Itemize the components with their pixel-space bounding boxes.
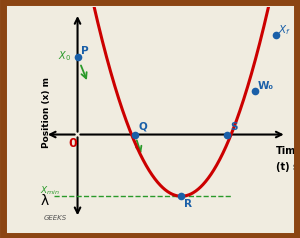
Text: R: R xyxy=(184,199,192,209)
Text: Position (x) m: Position (x) m xyxy=(42,77,51,148)
Text: Q: Q xyxy=(138,122,147,132)
Text: $X_f$: $X_f$ xyxy=(278,23,291,37)
Text: Time: Time xyxy=(276,146,300,156)
Text: 0: 0 xyxy=(68,137,77,150)
Text: GEEKS: GEEKS xyxy=(44,215,67,221)
Text: $X_0$: $X_0$ xyxy=(58,49,71,63)
Text: S: S xyxy=(230,122,238,132)
Text: W₀: W₀ xyxy=(258,81,274,91)
Text: λ: λ xyxy=(41,194,49,208)
Text: $X_{min}$: $X_{min}$ xyxy=(40,184,61,197)
Text: (t) s: (t) s xyxy=(276,162,299,172)
Text: P: P xyxy=(80,46,88,56)
